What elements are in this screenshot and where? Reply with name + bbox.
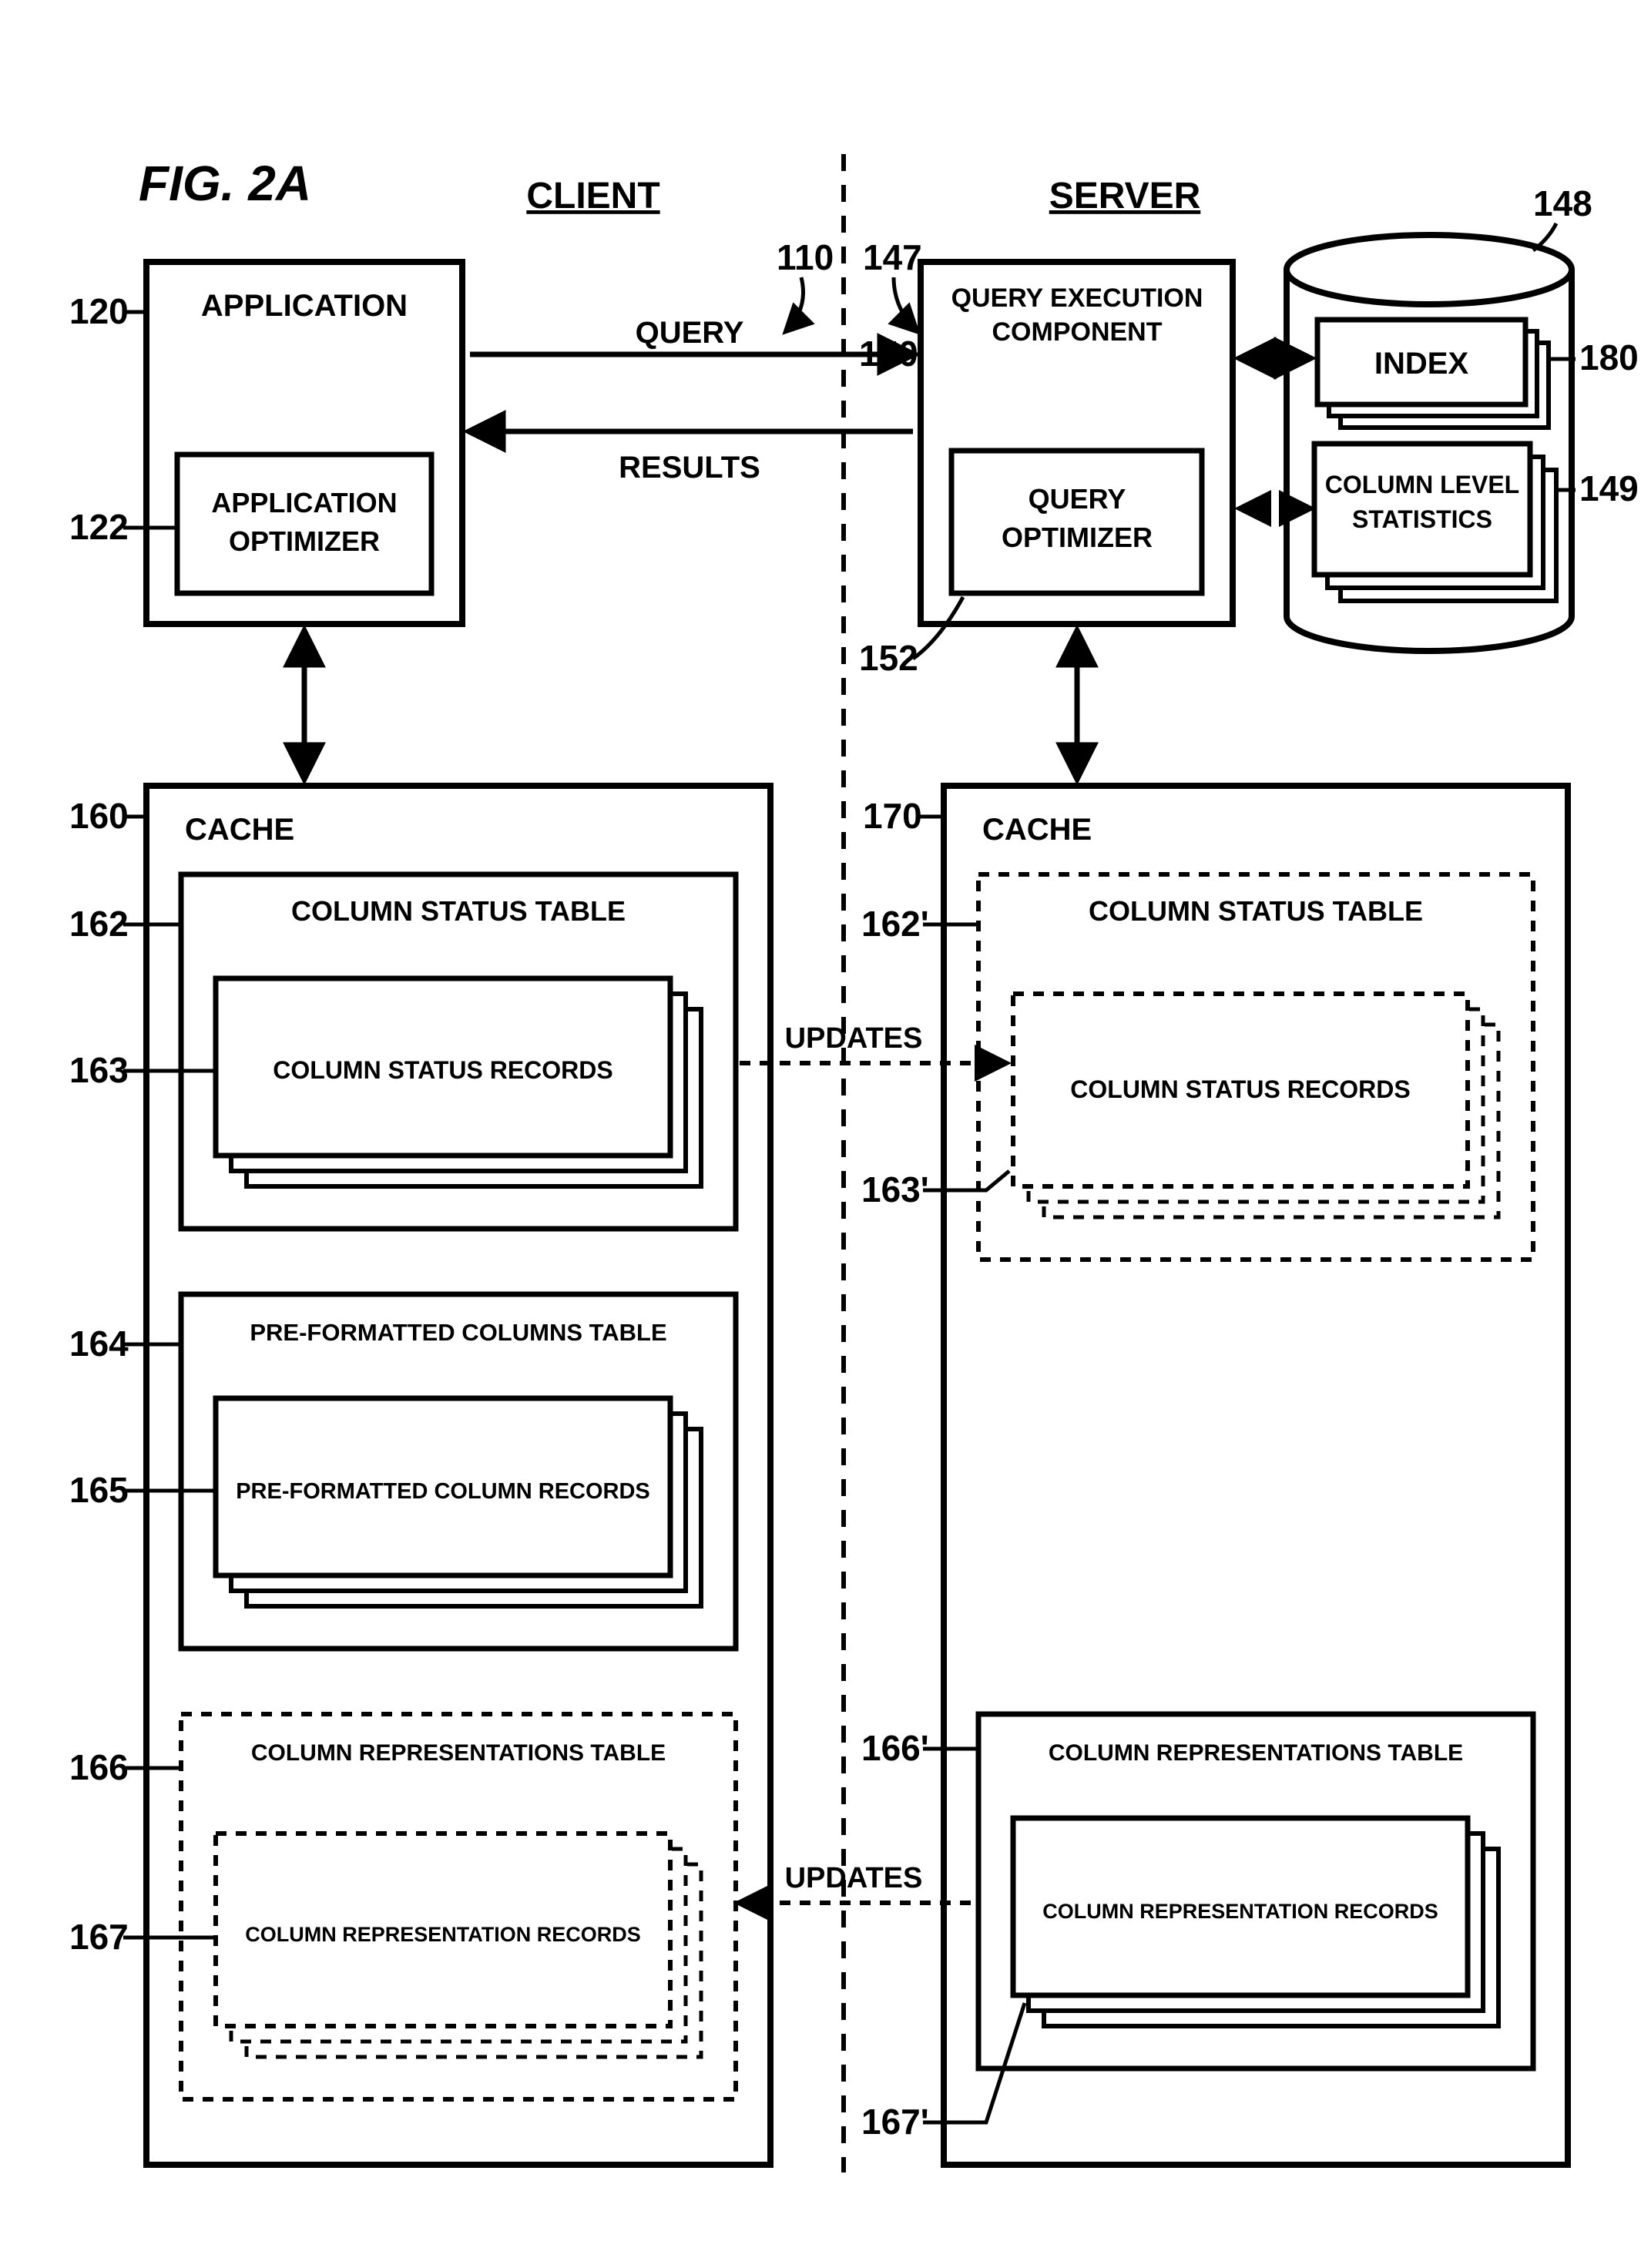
ref-server-leader	[894, 277, 917, 331]
ref-pftC: 164	[69, 1324, 129, 1364]
app-optimizer-label-2: OPTIMIZER	[229, 525, 380, 557]
ref-stats: 149	[1579, 468, 1639, 508]
server-cst-label: COLUMN STATUS TABLE	[1089, 895, 1423, 927]
client-cache: CACHE COLUMN STATUS TABLE COLUMN STATUS …	[146, 786, 770, 2165]
qec-box: QUERY EXECUTION COMPONENT QUERY OPTIMIZE…	[921, 262, 1233, 624]
ref-pfrC: 165	[69, 1470, 129, 1510]
ref-cstC: 162	[69, 904, 129, 944]
database-cylinder: INDEX COLUMN LEVEL STATISTICS	[1287, 235, 1572, 651]
ref-cacheS: 170	[863, 796, 922, 836]
ref-csrC: 163	[69, 1050, 129, 1090]
ref-qopt: 152	[859, 638, 918, 678]
ref-cstS: 162'	[861, 904, 929, 944]
ref-client-leader	[786, 277, 804, 331]
ref-crrS: 167'	[861, 2102, 929, 2142]
client-pfr-label: PRE-FORMATTED COLUMN RECORDS	[236, 1479, 650, 1504]
svg-text:QUERY EXECUTION: QUERY EXECUTION	[951, 284, 1203, 313]
svg-text:COLUMN LEVEL: COLUMN LEVEL	[1325, 471, 1519, 498]
ref-index: 180	[1579, 337, 1639, 377]
updates-crt-label: UPDATES	[785, 1862, 923, 1894]
client-cache-label: CACHE	[185, 813, 294, 847]
server-crr-label: COLUMN REPRESENTATION RECORDS	[1042, 1900, 1438, 1923]
ref-csrS: 163'	[861, 1169, 929, 1209]
ref-crtS: 166'	[861, 1728, 929, 1768]
results-label: RESULTS	[619, 451, 760, 485]
ref-server: 147	[863, 237, 922, 277]
ref-cacheC: 160	[69, 796, 129, 836]
client-crr-label: COLUMN REPRESENTATION RECORDS	[245, 1923, 641, 1946]
server-csr-label: COLUMN STATUS RECORDS	[1070, 1075, 1410, 1103]
app-optimizer-label-1: APPLICATION	[211, 487, 397, 518]
server-cache: CACHE COLUMN STATUS TABLE COLUMN STATUS …	[944, 786, 1568, 2165]
server-cache-label: CACHE	[982, 813, 1092, 847]
ref-db: 148	[1533, 183, 1592, 223]
index-label: INDEX	[1374, 347, 1469, 381]
client-cst-label: COLUMN STATUS TABLE	[291, 895, 626, 927]
svg-text:STATISTICS: STATISTICS	[1352, 505, 1492, 533]
application-box: APPLICATION APPLICATION OPTIMIZER	[146, 262, 462, 624]
client-csr-label: COLUMN STATUS RECORDS	[273, 1056, 612, 1084]
query-label: QUERY	[636, 316, 744, 350]
client-pft-label: PRE-FORMATTED COLUMNS TABLE	[250, 1319, 666, 1346]
svg-text:QUERY: QUERY	[1029, 483, 1126, 515]
application-label: APPLICATION	[201, 289, 408, 323]
svg-text:OPTIMIZER: OPTIMIZER	[1002, 522, 1153, 553]
ref-app-opt: 122	[69, 507, 129, 547]
ref-crrC: 167	[69, 1917, 129, 1957]
server-crt-label: COLUMN REPRESENTATIONS TABLE	[1049, 1740, 1463, 1766]
server-header: SERVER	[1049, 176, 1201, 216]
client-header: CLIENT	[526, 176, 659, 216]
ref-client: 110	[777, 237, 834, 277]
ref-crtC: 166	[69, 1747, 129, 1787]
ref-app: 120	[69, 291, 129, 331]
client-crt-label: COLUMN REPRESENTATIONS TABLE	[251, 1740, 666, 1766]
figure-title: FIG. 2A	[139, 156, 311, 211]
updates-cst-label: UPDATES	[785, 1022, 923, 1055]
svg-text:COMPONENT: COMPONENT	[992, 317, 1163, 347]
